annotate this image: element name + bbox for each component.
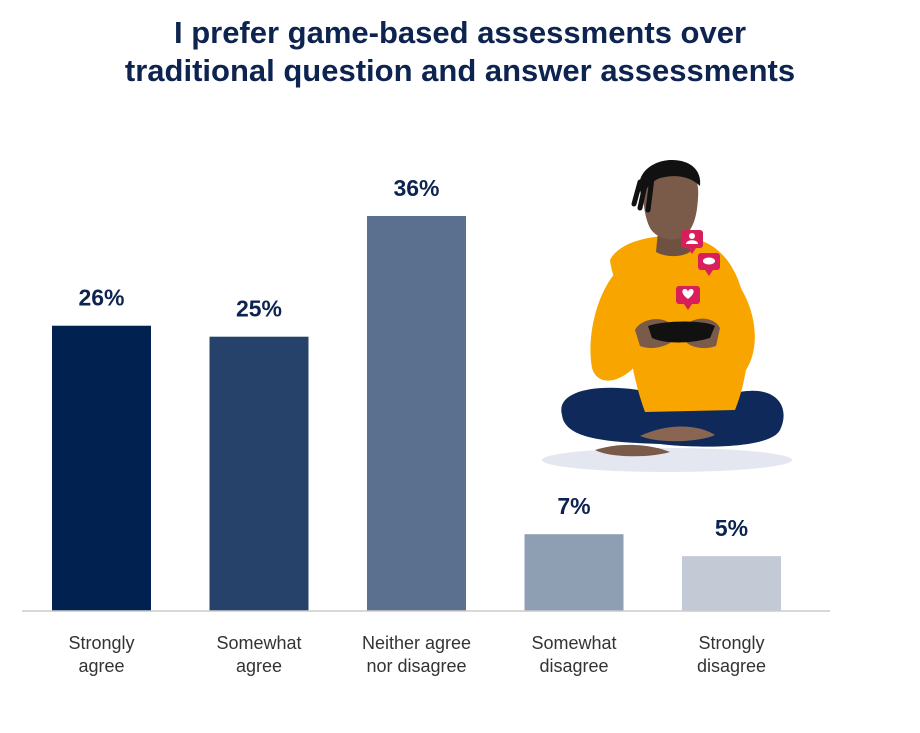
category-label-1-line-0: Somewhat xyxy=(216,633,301,653)
category-label-4-line-1: disagree xyxy=(697,656,766,676)
bar-4 xyxy=(682,556,781,611)
value-label-0: 26% xyxy=(78,285,124,311)
category-label-0-line-0: Strongly xyxy=(68,633,134,653)
chart-title-line-2: traditional question and answer assessme… xyxy=(124,53,796,88)
category-label-3-line-0: Somewhat xyxy=(531,633,616,653)
value-label-1: 25% xyxy=(236,296,282,322)
bar-3 xyxy=(524,534,624,611)
category-label-3-line-1: disagree xyxy=(539,656,608,676)
chart-title-line-1: I prefer game-based assessments over xyxy=(173,15,747,50)
category-label-2-line-1: nor disagree xyxy=(366,656,466,676)
value-label-4: 5% xyxy=(715,515,748,541)
category-label-2-line-0: Neither agree xyxy=(362,633,471,653)
category-label-0-line-1: agree xyxy=(78,656,124,676)
bars-group xyxy=(52,216,781,611)
labels-group: 26% Strongly agree 25% Somewhat agree 36% Neith… xyxy=(68,175,766,676)
bar-0 xyxy=(52,325,151,611)
bar-2 xyxy=(367,216,466,611)
person-playing-mobile-game-illustration xyxy=(542,160,792,472)
category-label-1-line-1: agree xyxy=(236,656,282,676)
category-label-4-line-0: Strongly xyxy=(698,633,764,653)
value-label-2: 36% xyxy=(393,175,439,201)
chart-title: I prefer game-based assessments over tra… xyxy=(0,14,920,90)
bar-1 xyxy=(209,336,309,611)
value-label-3: 7% xyxy=(557,493,590,519)
